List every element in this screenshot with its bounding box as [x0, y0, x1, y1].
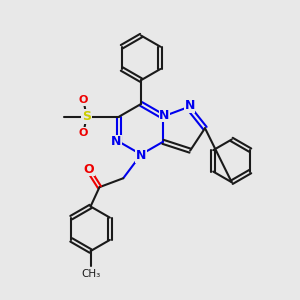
Text: N: N	[184, 99, 195, 112]
Text: N: N	[159, 109, 170, 122]
Text: S: S	[82, 110, 91, 123]
Text: O: O	[79, 95, 88, 105]
Text: O: O	[79, 128, 88, 138]
Text: O: O	[84, 163, 94, 176]
Text: N: N	[111, 135, 122, 148]
Text: CH₃: CH₃	[81, 269, 100, 279]
Text: N: N	[136, 149, 146, 162]
